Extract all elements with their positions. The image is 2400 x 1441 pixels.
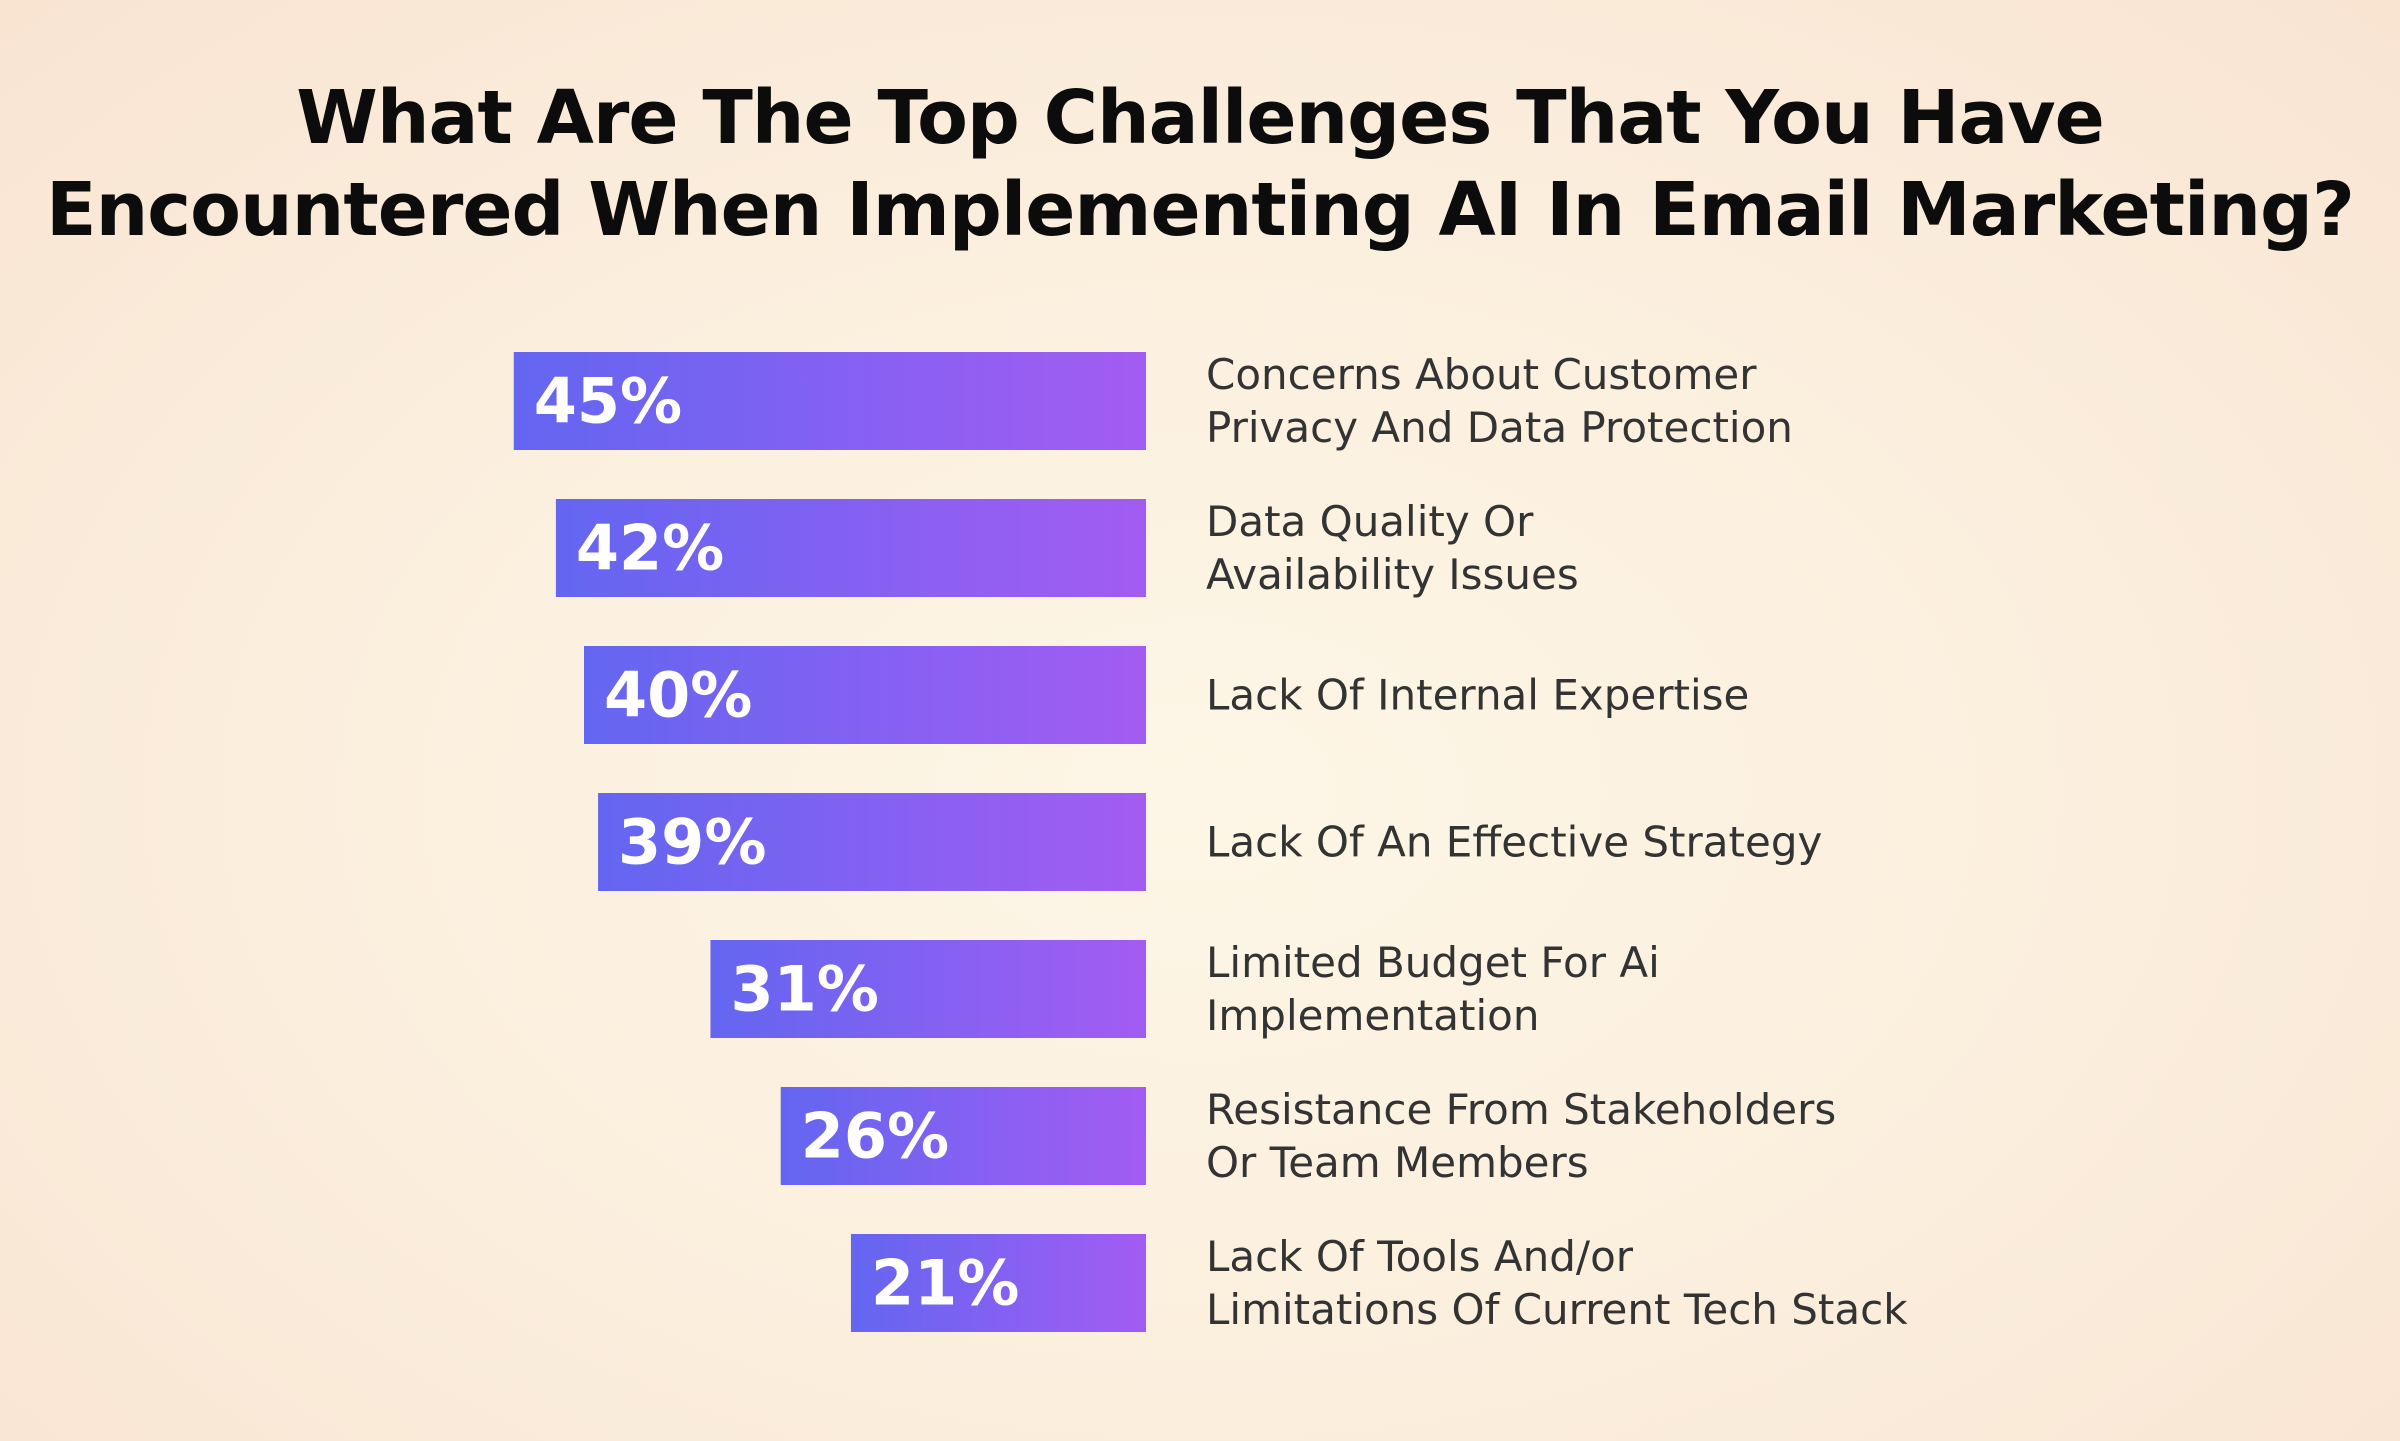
category-label-1-line-0: Data Quality Or bbox=[1206, 497, 1534, 546]
bar-5 bbox=[780, 1087, 1146, 1185]
chart-title-line-2: Encountered When Implementing AI In Emai… bbox=[46, 167, 2355, 253]
bar-1 bbox=[555, 499, 1146, 597]
category-label-0-line-1: Privacy And Data Protection bbox=[1206, 403, 1793, 452]
bar-value-label-5: 26% bbox=[801, 1100, 949, 1173]
chart-title: What Are The Top Challenges That You Hav… bbox=[0, 72, 2400, 256]
category-label-6-line-1: Limitations Of Current Tech Stack bbox=[1206, 1285, 1908, 1334]
category-label-4-line-1: Implementation bbox=[1206, 991, 1540, 1040]
category-label-5-line-0: Resistance From Stakeholders bbox=[1206, 1085, 1836, 1134]
bar-3 bbox=[598, 793, 1146, 891]
bar-value-label-1: 42% bbox=[576, 512, 724, 585]
category-label-3-line-0: Lack Of An Effective Strategy bbox=[1206, 818, 1822, 867]
category-label-4-line-0: Limited Budget For Ai bbox=[1206, 938, 1660, 987]
bar-value-label-6: 21% bbox=[871, 1247, 1019, 1320]
bar-value-label-3: 39% bbox=[618, 806, 766, 879]
bar-value-label-4: 31% bbox=[730, 953, 878, 1026]
bar-value-label-2: 40% bbox=[604, 659, 752, 732]
category-label-2-line-0: Lack Of Internal Expertise bbox=[1206, 671, 1749, 720]
bar-2 bbox=[584, 646, 1146, 744]
category-label-0-line-0: Concerns About Customer bbox=[1206, 350, 1757, 399]
category-label-6-line-0: Lack Of Tools And/or bbox=[1206, 1232, 1634, 1281]
category-label-1-line-1: Availability Issues bbox=[1206, 550, 1579, 599]
bar-4 bbox=[710, 940, 1146, 1038]
bar-value-label-0: 45% bbox=[534, 365, 682, 438]
bar-0 bbox=[513, 352, 1146, 450]
category-label-5-line-1: Or Team Members bbox=[1206, 1138, 1589, 1187]
chart-title-line-1: What Are The Top Challenges That You Hav… bbox=[296, 75, 2105, 161]
bar-6 bbox=[850, 1234, 1146, 1332]
